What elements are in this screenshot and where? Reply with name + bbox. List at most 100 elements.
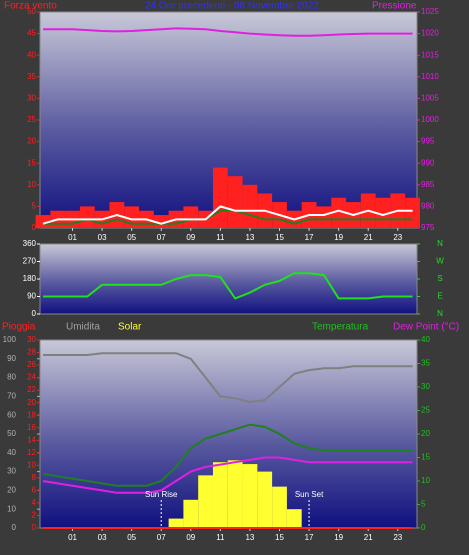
y2-tick-label: 975 [421,223,435,232]
x-tick-label: 23 [393,533,402,542]
x-tick-label: 07 [157,233,166,242]
series-line [42,423,413,487]
legend-label: Temperatura [312,322,369,333]
y-tick-label: 270 [23,257,37,266]
y-tick-label: 70 [7,392,16,401]
x-tick-label: 19 [334,533,343,542]
y-tick-label: 35 [27,72,36,81]
y3-tick-label: 18 [27,410,36,419]
area-bar [79,206,95,228]
area-bar [242,184,258,228]
y-tick-label: 0 [32,223,37,232]
y2-tick-label: 40 [421,335,430,344]
y2-tick-label: 1025 [421,7,439,16]
y2-tick-label: S [437,274,442,283]
y-tick-label: 0 [32,309,37,318]
y-tick-label: 0 [12,523,17,532]
y2-tick-label: 35 [421,359,430,368]
y-tick-label: 30 [7,467,16,476]
y-tick-label: 40 [27,50,36,59]
x-tick-label: 17 [305,233,314,242]
legend-label: Pioggia [2,322,36,333]
y2-tick-label: 15 [421,453,430,462]
y2-tick-label: 1020 [421,29,439,38]
area-bar [183,499,199,528]
y2-tick-label: 25 [421,406,430,415]
y-tick-label: 80 [7,373,16,382]
y3-tick-label: 8 [32,473,37,482]
y-tick-label: 50 [7,429,16,438]
series-line [42,456,413,494]
y-tick-label: 10 [27,180,36,189]
plot-area [39,243,418,315]
y2-tick-label: 1015 [421,50,439,59]
y-tick-label: 90 [27,292,36,301]
area-bar [227,176,243,228]
y3-tick-label: 16 [27,423,36,432]
y-tick-label: 45 [27,29,36,38]
y2-tick-label: 995 [421,137,435,146]
y2-tick-label: 985 [421,180,435,189]
y-tick-label: 40 [7,448,16,457]
y2-tick-label: 1010 [421,72,439,81]
area-bar [405,197,420,228]
y3-tick-label: 26 [27,360,36,369]
y-tick-label: 25 [27,115,36,124]
x-tick-label: 11 [216,233,225,242]
area-bar [375,197,391,228]
series-line [43,272,413,300]
x-tick-label: 11 [216,533,225,542]
series-line [43,209,413,225]
y-tick-label: 15 [27,158,36,167]
x-tick-label: 07 [157,533,166,542]
y2-tick-label: N [437,239,443,248]
x-tick-label: 05 [127,233,136,242]
series-line [43,27,413,37]
annotation-label: Sun Set [295,490,324,499]
y3-tick-label: 20 [27,398,36,407]
series-line [42,205,413,225]
y2-tick-label: 1005 [421,94,439,103]
x-tick-label: 05 [127,533,136,542]
y2-tick-label: W [436,257,444,266]
y-tick-label: 90 [7,354,16,363]
x-tick-label: 01 [68,233,77,242]
annotation-label: Sun Rise [145,490,178,499]
y-tick-label: 30 [27,94,36,103]
y3-tick-label: 4 [32,498,37,507]
area-bar [35,215,51,228]
y3-tick-label: 24 [27,373,36,382]
x-tick-label: 17 [305,533,314,542]
x-tick-label: 13 [245,233,254,242]
area-bar [212,167,228,228]
x-tick-label: 21 [364,233,373,242]
y3-tick-label: 28 [27,348,36,357]
area-bar [272,486,287,528]
x-tick-label: 23 [393,233,402,242]
y-tick-label: 20 [7,486,16,495]
area-bar [212,462,228,528]
area-bar [286,509,302,528]
area-bar [183,206,199,228]
y3-tick-label: 10 [27,460,36,469]
y3-tick-label: 6 [32,486,37,495]
x-tick-label: 09 [186,533,195,542]
y-tick-label: 10 [7,504,16,513]
y2-tick-label: E [437,292,442,301]
legend-label: Umidita [66,322,100,333]
x-tick-label: 03 [98,533,107,542]
y2-tick-label: 30 [421,382,430,391]
y2-tick-label: 20 [421,429,430,438]
x-tick-label: 09 [186,233,195,242]
chart-title: 24 Ore precedenti - 08 Novembre 2022 [145,1,319,12]
area-bar [242,464,258,528]
y-tick-label: 60 [7,410,16,419]
y2-tick-label: 0 [421,523,426,532]
y-tick-label: 5 [32,202,37,211]
x-tick-label: 13 [245,533,254,542]
y-tick-label: 100 [3,335,17,344]
legend-label: Dew Point (°C) [393,322,459,333]
legend-label: Solar [118,322,142,333]
area-bar [227,460,243,528]
